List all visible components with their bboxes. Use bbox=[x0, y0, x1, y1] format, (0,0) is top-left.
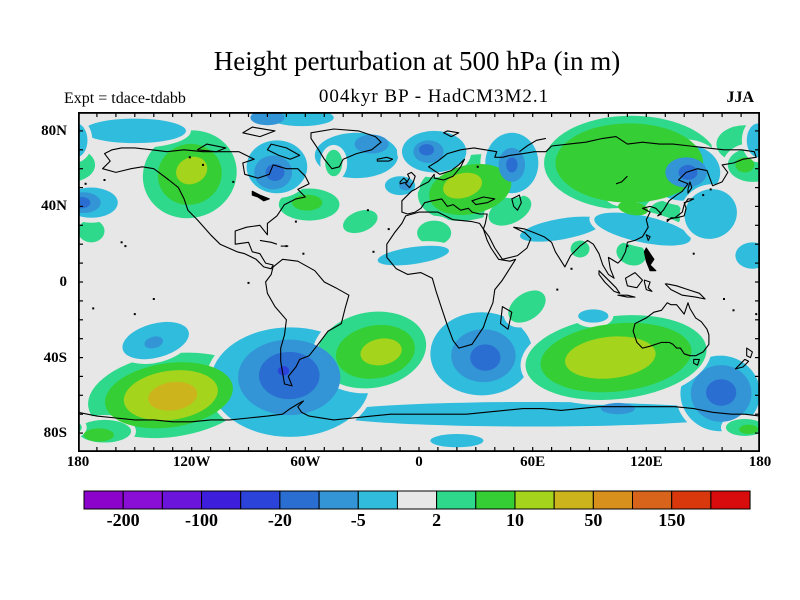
colorbar-label: -20 bbox=[267, 510, 292, 530]
chart-subtitle: 004kyr BP - HadCM3M2.1 bbox=[318, 86, 550, 107]
x-axis-tick-label: 180 bbox=[66, 454, 90, 470]
y-axis-tick-label: 40N bbox=[41, 198, 67, 215]
colorbar-label: -200 bbox=[106, 510, 140, 530]
x-axis-tick-label: 180 bbox=[748, 454, 772, 470]
colorbar-label: 150 bbox=[658, 510, 686, 530]
map-frame bbox=[77, 111, 761, 453]
x-axis-tick-label: 60W bbox=[290, 454, 321, 470]
x-axis-tick-label: 0 bbox=[415, 454, 423, 470]
colorbar bbox=[83, 490, 753, 515]
y-axis-tick-label: 80N bbox=[41, 122, 67, 139]
x-axis-tick-label: 120W bbox=[172, 454, 211, 470]
y-axis-tick-label: 80S bbox=[43, 425, 67, 442]
colorbar-label: 50 bbox=[584, 510, 603, 530]
x-axis-tick-label: 120E bbox=[630, 454, 663, 470]
colorbar-swatches bbox=[83, 490, 751, 510]
contour-bands bbox=[78, 112, 760, 448]
world-contour-map bbox=[77, 111, 761, 453]
colorbar-label: 10 bbox=[505, 510, 524, 530]
y-axis-tick-label: 0 bbox=[59, 274, 68, 290]
chart-title: Height perturbation at 500 hPa (in m) bbox=[213, 46, 621, 76]
colorbar-label: -5 bbox=[350, 510, 366, 530]
season-label: JJA bbox=[726, 89, 754, 106]
experiment-label: Expt = tdace-tdabb bbox=[64, 90, 186, 107]
colorbar-label: 2 bbox=[432, 510, 442, 530]
x-axis-tick-label: 60E bbox=[520, 454, 546, 470]
colorbar-label: -100 bbox=[185, 510, 219, 530]
coastlines bbox=[78, 126, 760, 423]
map-plot-area bbox=[77, 111, 761, 453]
y-axis-tick-label: 40S bbox=[43, 349, 67, 366]
